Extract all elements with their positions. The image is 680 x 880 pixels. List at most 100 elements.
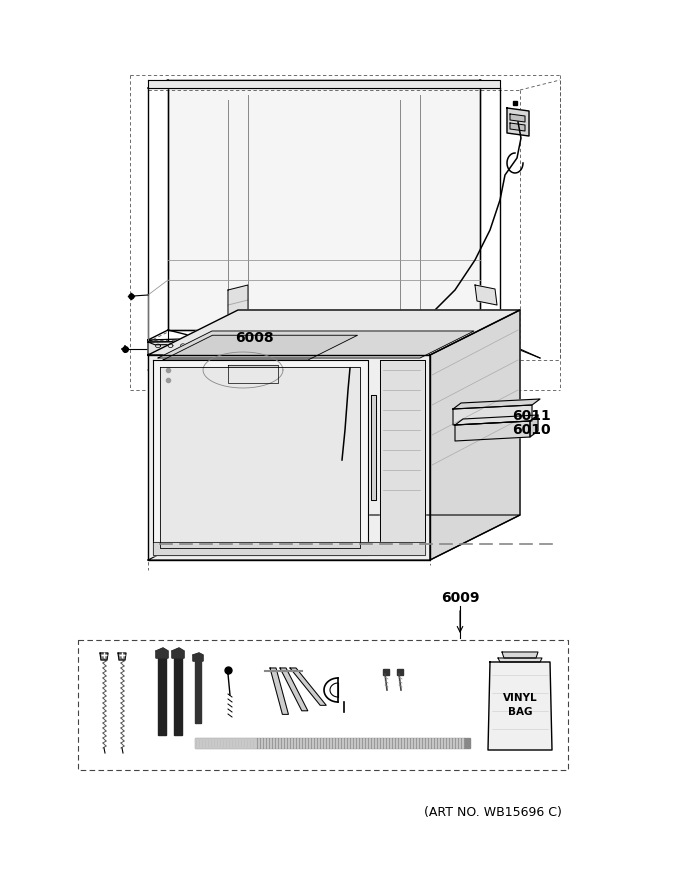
Polygon shape <box>303 738 305 748</box>
Text: 6009: 6009 <box>441 591 479 605</box>
Polygon shape <box>100 653 108 660</box>
Polygon shape <box>148 330 520 365</box>
Polygon shape <box>420 738 422 748</box>
Polygon shape <box>306 738 307 748</box>
Text: VINYL
BAG: VINYL BAG <box>503 693 537 716</box>
Polygon shape <box>246 738 248 748</box>
Polygon shape <box>430 310 520 560</box>
Polygon shape <box>225 738 226 748</box>
Polygon shape <box>228 365 278 383</box>
Polygon shape <box>475 285 497 305</box>
Polygon shape <box>345 738 347 748</box>
Polygon shape <box>297 738 299 748</box>
Polygon shape <box>309 738 311 748</box>
Polygon shape <box>118 653 126 660</box>
Polygon shape <box>510 123 525 131</box>
Polygon shape <box>153 360 368 555</box>
Polygon shape <box>327 738 328 748</box>
Polygon shape <box>210 738 211 748</box>
Polygon shape <box>219 738 220 748</box>
Polygon shape <box>258 738 260 748</box>
Polygon shape <box>453 405 532 425</box>
Text: 6008: 6008 <box>235 331 273 345</box>
Polygon shape <box>435 738 437 748</box>
Polygon shape <box>429 738 430 748</box>
Polygon shape <box>447 738 449 748</box>
Polygon shape <box>312 738 313 748</box>
Polygon shape <box>375 738 377 748</box>
Polygon shape <box>207 738 209 748</box>
Polygon shape <box>453 738 454 748</box>
Polygon shape <box>432 738 433 748</box>
Polygon shape <box>282 738 284 748</box>
Polygon shape <box>249 738 250 748</box>
Polygon shape <box>381 738 382 748</box>
Polygon shape <box>267 738 269 748</box>
Polygon shape <box>450 738 452 748</box>
Polygon shape <box>237 738 239 748</box>
Polygon shape <box>324 738 326 748</box>
Polygon shape <box>153 542 425 555</box>
Polygon shape <box>201 738 203 748</box>
Polygon shape <box>193 653 203 661</box>
Polygon shape <box>384 738 386 748</box>
Polygon shape <box>372 738 373 748</box>
Polygon shape <box>455 415 538 425</box>
Polygon shape <box>441 738 443 748</box>
Polygon shape <box>336 738 337 748</box>
Polygon shape <box>195 661 201 723</box>
Polygon shape <box>426 738 428 748</box>
Polygon shape <box>300 738 301 748</box>
Polygon shape <box>158 331 474 358</box>
Polygon shape <box>172 648 184 658</box>
Text: (ART NO. WB15696 C): (ART NO. WB15696 C) <box>424 805 562 818</box>
Polygon shape <box>411 738 413 748</box>
Polygon shape <box>351 738 352 748</box>
Polygon shape <box>148 80 500 88</box>
Polygon shape <box>273 738 275 748</box>
Polygon shape <box>510 114 525 122</box>
Polygon shape <box>160 367 360 548</box>
Polygon shape <box>228 285 248 320</box>
Polygon shape <box>414 738 415 748</box>
Polygon shape <box>396 738 398 748</box>
Polygon shape <box>354 738 356 748</box>
Polygon shape <box>405 738 407 748</box>
Polygon shape <box>252 738 254 748</box>
Polygon shape <box>333 738 335 748</box>
Polygon shape <box>402 738 403 748</box>
Polygon shape <box>148 339 400 354</box>
Polygon shape <box>318 738 320 748</box>
Polygon shape <box>261 738 262 748</box>
Text: 6011: 6011 <box>512 409 551 423</box>
Polygon shape <box>174 658 182 735</box>
Polygon shape <box>369 738 371 748</box>
Polygon shape <box>270 738 271 748</box>
Polygon shape <box>231 738 233 748</box>
Polygon shape <box>417 738 418 748</box>
Polygon shape <box>423 738 424 748</box>
Polygon shape <box>339 738 341 748</box>
Polygon shape <box>438 738 439 748</box>
Polygon shape <box>342 738 343 748</box>
Polygon shape <box>240 738 241 748</box>
Polygon shape <box>285 738 286 748</box>
Polygon shape <box>348 738 350 748</box>
Polygon shape <box>163 335 358 360</box>
Polygon shape <box>290 668 326 705</box>
Polygon shape <box>168 80 480 330</box>
Polygon shape <box>321 738 322 748</box>
Polygon shape <box>276 738 277 748</box>
Polygon shape <box>408 738 409 748</box>
Polygon shape <box>228 738 230 748</box>
Polygon shape <box>148 515 520 560</box>
Polygon shape <box>279 738 280 748</box>
Polygon shape <box>502 652 538 658</box>
Polygon shape <box>156 648 168 658</box>
Polygon shape <box>380 360 425 555</box>
Polygon shape <box>400 339 407 354</box>
Polygon shape <box>462 738 464 748</box>
Polygon shape <box>530 415 538 437</box>
Polygon shape <box>363 738 364 748</box>
Polygon shape <box>204 738 205 748</box>
